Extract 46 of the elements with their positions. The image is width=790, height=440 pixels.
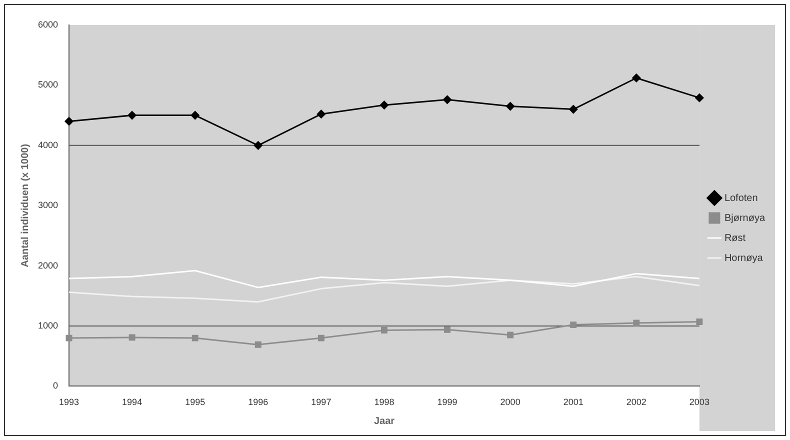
point	[128, 111, 136, 120]
x-tick-label: 2003	[689, 397, 710, 408]
point	[570, 322, 577, 328]
point	[507, 332, 514, 338]
x-tick-label: 2001	[563, 397, 584, 408]
point	[569, 105, 578, 114]
point	[444, 326, 450, 333]
point	[443, 95, 452, 104]
y-tick-label: 4000	[38, 140, 58, 150]
x-tick-label: 1993	[59, 397, 80, 408]
x-tick-label: 2000	[500, 397, 520, 408]
point	[192, 334, 198, 342]
point	[633, 320, 640, 326]
y-tick-label: 5000	[38, 80, 58, 90]
point	[254, 341, 262, 348]
point	[318, 334, 324, 342]
x-tick-label: 1995	[185, 397, 206, 408]
point	[380, 100, 388, 110]
legend-label: Bjørnøya	[724, 212, 766, 224]
point	[632, 74, 641, 82]
legend-label: Hornøya	[724, 252, 764, 264]
x-tick-label: 2002	[626, 397, 646, 408]
x-tick-label: 1994	[122, 397, 142, 408]
y-tick-label: 2000	[38, 260, 58, 270]
point	[316, 110, 326, 118]
point	[381, 326, 388, 334]
point	[254, 141, 262, 150]
x-tick-label: 1998	[374, 397, 394, 408]
y-tick-label: 1000	[38, 320, 58, 330]
point	[64, 117, 74, 126]
point	[128, 334, 136, 341]
x-tick-label: 1996	[248, 397, 268, 408]
point	[696, 318, 703, 326]
x-tick-label: 1997	[311, 397, 332, 408]
y-axis-title: Aantal individuen (x 1000)	[20, 144, 31, 268]
y-tick-label: 6000	[38, 19, 58, 30]
point	[66, 334, 72, 342]
x-axis-title: Jaar	[374, 416, 395, 427]
y-tick-label: 0	[53, 380, 58, 391]
point	[695, 94, 704, 102]
point	[190, 111, 200, 120]
x-tick-label: 1999	[437, 397, 458, 408]
legend-label: Lofoten	[724, 192, 758, 204]
y-tick-label: 3000	[38, 200, 58, 210]
point	[506, 102, 515, 111]
legend-label: Røst	[724, 232, 746, 244]
